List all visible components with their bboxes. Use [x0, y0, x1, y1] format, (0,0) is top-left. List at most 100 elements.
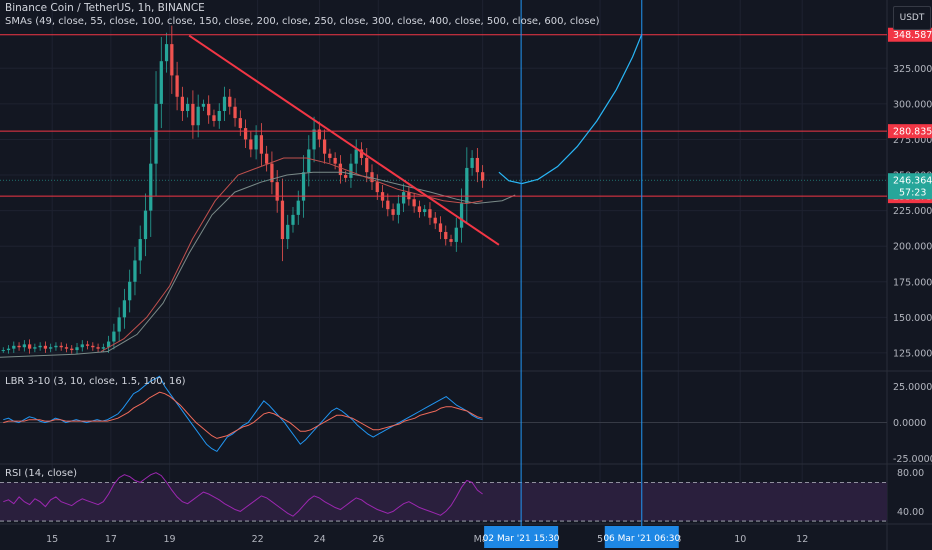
candle-body — [80, 344, 84, 348]
candle-body — [91, 345, 95, 348]
candle-body — [412, 199, 416, 207]
lbr-legend: LBR 3-10 (3, 10, close, 1.5, 100, 16) — [5, 376, 186, 387]
candle-body — [1, 350, 5, 352]
candle-body — [212, 115, 216, 121]
candle-body — [286, 224, 290, 240]
candle-body — [438, 223, 443, 232]
candle-body — [333, 157, 337, 164]
candle-body — [375, 182, 379, 193]
candle-body — [396, 203, 400, 215]
candle-body — [75, 347, 79, 351]
candle-body — [64, 347, 69, 349]
candle-body — [454, 227, 458, 242]
candle-body — [101, 347, 105, 349]
candle-body — [70, 348, 74, 351]
candle-body — [275, 182, 279, 201]
candle-body — [164, 44, 169, 62]
time-tick-label: 22 — [252, 534, 264, 545]
candle-body — [128, 281, 132, 301]
candle-body — [154, 103, 158, 164]
candle-body — [85, 344, 90, 346]
candle-body — [359, 149, 364, 158]
trend-line — [188, 34, 500, 246]
candle-body — [196, 106, 200, 126]
rsi-band — [0, 482, 887, 522]
candle-body — [238, 118, 242, 129]
candle-body — [59, 345, 63, 348]
currency-label: USDT — [893, 6, 931, 30]
candle-body — [106, 341, 111, 348]
candle-body — [423, 209, 427, 213]
time-tick-label: 5 — [597, 534, 603, 545]
price-tick-label: 300.0000 — [893, 99, 932, 110]
candle-body — [459, 203, 464, 228]
candle-body — [228, 96, 232, 107]
price-tick-label: 225.0000 — [893, 206, 932, 217]
candle-body — [17, 345, 21, 348]
candle-body — [38, 345, 42, 348]
chart-title: Binance Coin / TetherUS, 1h, BINANCE — [5, 2, 205, 14]
time-tick-label: Mar — [474, 534, 492, 545]
candle-body — [207, 103, 211, 116]
candle-body — [417, 206, 422, 213]
level-price-label: 280.8359 — [893, 127, 932, 138]
time-marker-tag — [604, 526, 679, 548]
candle-body — [222, 96, 227, 111]
candle-body — [175, 75, 179, 97]
candle-body — [370, 172, 374, 183]
time-tick-label: 19 — [164, 534, 176, 545]
sma-legend: SMAs (49, close, 55, close, 100, close, … — [5, 16, 600, 27]
candle-body — [317, 129, 321, 140]
candle-body — [143, 210, 148, 240]
candle-body — [354, 149, 358, 164]
candle-body — [170, 44, 174, 76]
candle-body — [191, 103, 195, 126]
candle-body — [480, 172, 485, 181]
candle-body — [401, 192, 406, 204]
rsi-line — [3, 472, 483, 517]
candle-body — [270, 163, 274, 183]
candle-body — [280, 200, 285, 240]
candle-body — [27, 344, 32, 349]
time-tick-label: 12 — [796, 534, 808, 545]
time-marker-tag — [484, 526, 559, 548]
candle-body — [259, 135, 264, 154]
time-tick-label: 26 — [372, 534, 384, 545]
candle-body — [249, 139, 253, 150]
candle-body — [43, 345, 48, 349]
candle-body — [217, 111, 221, 121]
lbr-tick-label: 25.0000 — [893, 382, 932, 393]
candle-body — [475, 157, 479, 173]
candle-body — [33, 347, 37, 349]
candle-body — [22, 344, 26, 348]
candle-body — [96, 347, 100, 349]
candle-body — [433, 217, 437, 224]
rsi-tick-label: 80.00 — [897, 468, 924, 479]
candle-body — [291, 214, 295, 225]
countdown-label: 57:23 — [899, 188, 926, 199]
current-price-label: 246.3640 — [893, 176, 932, 187]
candle-body — [296, 200, 300, 215]
candle-body — [265, 153, 269, 164]
candle-body — [312, 129, 316, 150]
candle-body — [12, 345, 16, 349]
candle-body — [254, 135, 258, 150]
candle-body — [338, 163, 343, 176]
candle-body — [117, 317, 121, 332]
candle-body — [444, 231, 448, 240]
candle-body — [112, 331, 116, 342]
time-tick-label: 15 — [46, 534, 58, 545]
candle-body — [391, 209, 395, 215]
lbr-slow-line — [3, 391, 483, 439]
price-tick-label: 150.0000 — [893, 313, 932, 324]
candle-body — [54, 345, 58, 348]
sma-line-gray — [0, 171, 516, 358]
candle-body — [138, 239, 142, 261]
price-tick-label: 175.0000 — [893, 277, 932, 288]
candle-body — [328, 153, 332, 158]
time-marker-label: 02 Mar '21 15:30 — [483, 534, 560, 544]
candle-body — [307, 149, 311, 173]
